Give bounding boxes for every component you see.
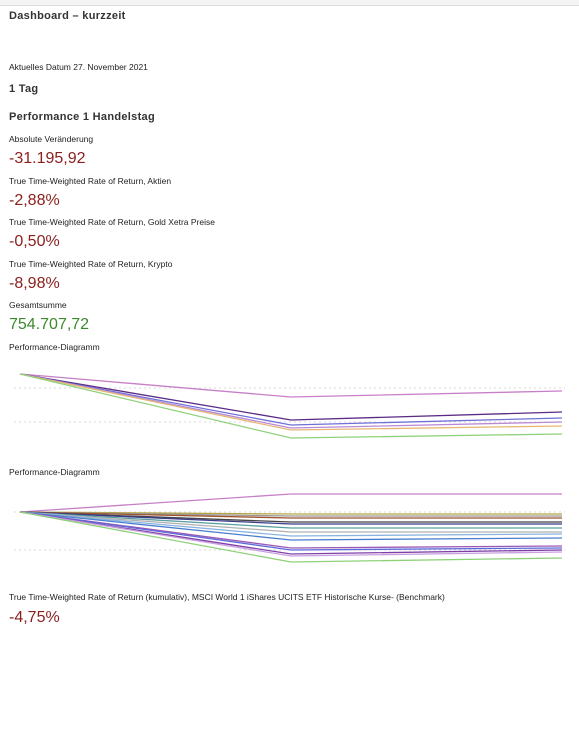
series-line <box>19 373 563 439</box>
metric-label: True Time-Weighted Rate of Return, Gold … <box>9 217 215 228</box>
series-line <box>19 511 562 533</box>
metric-label: True Time-Weighted Rate of Return, Krypt… <box>9 258 173 269</box>
date: Aktuelles Datum 27. November 2021 <box>9 62 148 72</box>
benchmark-value: -4,75% <box>9 609 60 626</box>
metric-value: -31.195,92 <box>9 150 86 167</box>
series-line <box>19 373 563 398</box>
metric-value: 754.707,72 <box>9 316 90 334</box>
metric-label: True Time-Weighted Rate of Return, Aktie… <box>9 175 172 186</box>
metric-value: -8,98% <box>9 274 60 292</box>
series-line <box>19 373 563 429</box>
chart-title: Performance-Diagramm <box>9 342 100 352</box>
subsection-title: Performance 1 Handelstag <box>9 111 155 123</box>
metric-label: Gesamtsumme <box>9 300 67 311</box>
series-line <box>19 493 562 513</box>
metric-value: -0,50% <box>9 233 60 251</box>
series-line <box>19 373 563 431</box>
series-line <box>19 511 563 551</box>
series-line <box>19 511 562 517</box>
chart-title: Performance-Diagramm <box>9 467 100 477</box>
line-chart <box>14 493 565 563</box>
series-line <box>19 511 562 525</box>
series-line <box>19 373 563 426</box>
series-line <box>19 511 562 529</box>
series-line <box>19 373 563 421</box>
series-line <box>19 511 563 537</box>
series-line <box>19 511 562 515</box>
series-line <box>19 511 562 519</box>
browser-tab-strip <box>0 0 579 6</box>
line-chart <box>14 373 565 439</box>
metric-label: Absolute Veränderung <box>9 134 94 144</box>
benchmark-label: True Time-Weighted Rate of Return (kumul… <box>9 592 445 602</box>
section-title: 1 Tag <box>9 83 39 95</box>
series-line <box>19 511 563 563</box>
series-line <box>19 511 563 555</box>
series-line <box>19 511 563 557</box>
series-line <box>19 511 563 541</box>
series-line <box>19 511 562 523</box>
metric-value: -2,88% <box>9 191 60 209</box>
series-line <box>19 511 563 549</box>
page-title: Dashboard – kurzzeit <box>9 10 126 22</box>
